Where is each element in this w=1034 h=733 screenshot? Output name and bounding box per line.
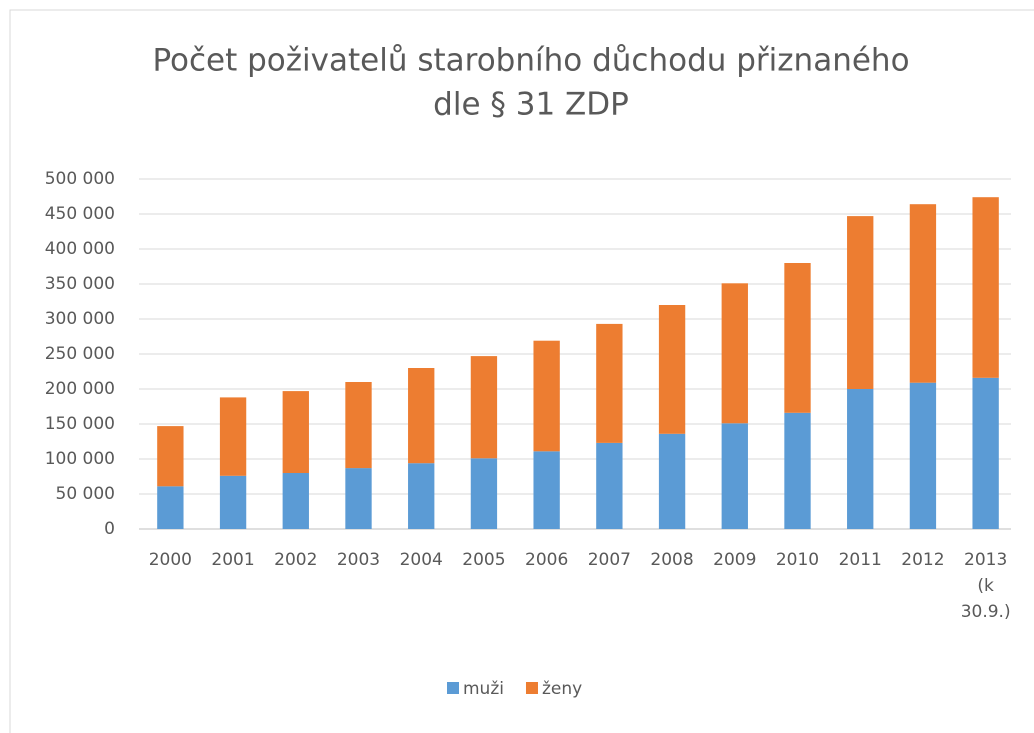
bar-segment <box>219 397 247 476</box>
x-tick-label: 2003 <box>336 550 381 570</box>
bar-segment <box>972 377 999 529</box>
bar-segment <box>470 458 498 529</box>
bar-segment <box>909 382 937 529</box>
bar-segment <box>533 451 560 529</box>
y-tick-label: 450 000 <box>45 204 115 224</box>
x-tick-label: 2011 <box>838 550 882 570</box>
legend-swatch <box>447 682 459 694</box>
y-tick-label: 400 000 <box>45 239 115 259</box>
chart-title: dle § 31 ZDP <box>433 87 629 123</box>
x-tick-label: 2013 (k 30.9.) <box>960 550 1011 622</box>
x-tick-label: 2000 <box>148 550 192 570</box>
y-tick-label: 250 000 <box>45 344 115 364</box>
bar-segment <box>470 356 498 459</box>
chart-title: Počet poživatelů starobního důchodu přiz… <box>152 43 909 79</box>
bar-segment <box>721 283 748 424</box>
y-tick-label: 500 000 <box>45 169 115 189</box>
x-tick-label: 2006 <box>525 550 569 570</box>
bar-segment <box>408 463 435 529</box>
bar-segment <box>219 475 247 529</box>
bar-segment <box>658 305 686 434</box>
bar-segment <box>784 412 811 529</box>
bar-segment <box>282 391 309 473</box>
y-tick-label: 100 000 <box>45 449 115 469</box>
bar-segment <box>847 389 874 529</box>
bar-segment <box>408 368 435 464</box>
y-tick-label: 200 000 <box>45 379 115 399</box>
y-tick-label: 350 000 <box>45 274 115 294</box>
legend-label: muži <box>463 679 504 699</box>
x-tick-label: 2009 <box>713 550 757 570</box>
bar-segment <box>784 263 811 413</box>
x-tick-label: 2001 <box>211 550 255 570</box>
y-tick-label: 0 <box>104 519 115 539</box>
bar-segment <box>721 423 748 529</box>
x-tick-label: 2012 <box>901 550 945 570</box>
legend-swatch <box>525 682 538 694</box>
bar-segment <box>345 382 372 469</box>
bar-segment <box>596 323 623 443</box>
x-tick-label: 2002 <box>274 550 318 570</box>
y-tick-label: 50 000 <box>56 484 115 504</box>
bar-segment <box>658 433 686 529</box>
y-tick-label: 150 000 <box>45 414 115 434</box>
bar-segment <box>157 486 184 529</box>
chart-frame <box>9 9 1034 733</box>
x-tick-label: 2005 <box>462 550 506 570</box>
x-tick-label: 2004 <box>399 550 443 570</box>
bar-segment <box>972 197 999 378</box>
bar-segment <box>909 204 937 383</box>
bar-segment <box>596 442 623 529</box>
bar-segment <box>157 426 184 487</box>
x-tick-label: 2010 <box>775 550 820 570</box>
bar-segment <box>533 340 560 452</box>
bar-segment <box>345 468 372 529</box>
y-tick-label: 300 000 <box>45 309 115 329</box>
x-tick-label: 2008 <box>650 550 694 570</box>
bar-segment <box>847 216 874 389</box>
bar-segment <box>282 473 309 529</box>
x-tick-label: 2007 <box>587 550 631 570</box>
legend-label: ženy <box>542 679 582 699</box>
